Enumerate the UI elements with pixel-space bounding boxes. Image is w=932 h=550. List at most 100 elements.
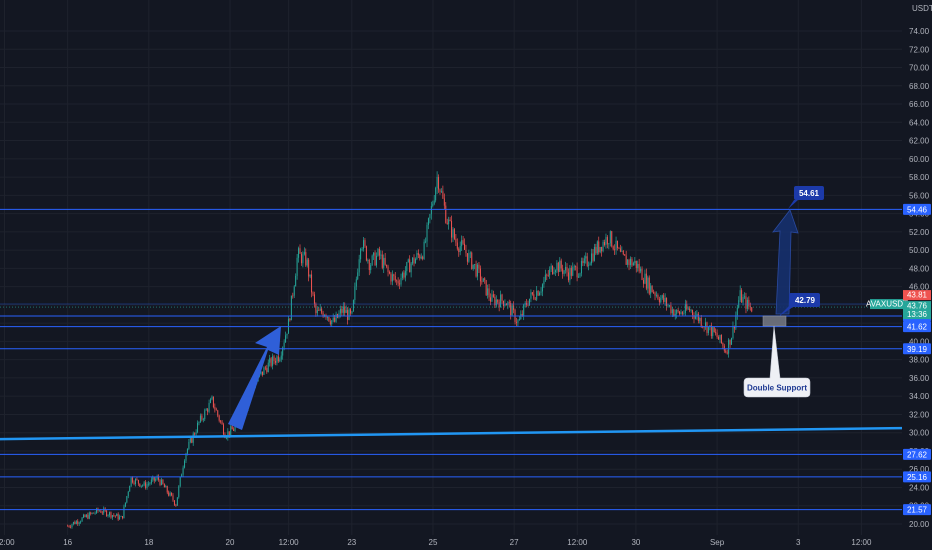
candle-body <box>644 273 646 284</box>
candle-body <box>350 309 352 314</box>
double-support-callout[interactable] <box>743 325 811 398</box>
y-tick-label: 66.00 <box>909 100 930 109</box>
candle-body <box>318 310 320 311</box>
candle-body <box>533 294 535 299</box>
candle-body <box>547 274 549 276</box>
candle-body <box>212 396 214 408</box>
candle-body <box>274 361 276 363</box>
candle-body <box>617 240 619 248</box>
candle-body <box>438 176 440 190</box>
candle-body <box>149 483 151 485</box>
candle-body <box>283 342 285 348</box>
candle-body <box>650 285 652 294</box>
annotation-callouts[interactable]: 54.61 42.79 Double Support <box>743 186 824 398</box>
candle-body <box>601 246 603 252</box>
candle-body <box>352 300 354 312</box>
y-tick-label: 58.00 <box>909 173 930 182</box>
support-callout-box[interactable] <box>778 293 820 317</box>
current-price-label: 43.76 <box>907 302 928 311</box>
candle-body <box>383 257 385 268</box>
candle-body <box>409 259 411 273</box>
candle-body <box>345 310 347 313</box>
candle-body <box>189 438 191 442</box>
candle-body <box>471 252 473 269</box>
candle-body <box>686 304 688 310</box>
candle-body <box>96 508 98 513</box>
candle-body <box>166 486 168 493</box>
candle-body <box>508 302 510 304</box>
candle-body <box>290 295 292 321</box>
support-zone-box[interactable] <box>762 315 787 327</box>
candle-body <box>381 254 383 268</box>
candle-body <box>748 299 750 307</box>
candle-body <box>70 526 72 528</box>
x-tick-label: Sep <box>710 538 725 547</box>
candle-body <box>341 309 343 313</box>
candle-body <box>634 260 636 264</box>
candle-body <box>482 278 484 282</box>
candle-body <box>176 497 178 506</box>
candle-body <box>705 322 707 328</box>
candle-body <box>479 268 481 282</box>
candle-body <box>733 325 735 329</box>
candle-body <box>429 214 431 219</box>
candle-body <box>419 255 421 259</box>
candle-body <box>622 250 624 255</box>
y-tick-label: 34.00 <box>909 392 930 401</box>
candle-body <box>550 265 552 270</box>
candle-body <box>599 246 601 253</box>
level-price-tag <box>903 343 931 355</box>
level-price-label: 54.46 <box>907 205 928 214</box>
candle-body <box>365 246 367 261</box>
candle-body <box>466 253 468 262</box>
candle-body <box>627 259 629 265</box>
candle-body <box>223 424 225 435</box>
candle-body <box>370 265 372 271</box>
support-resistance-levels[interactable] <box>0 208 902 511</box>
candle-body <box>713 326 715 333</box>
candle-body <box>625 255 627 265</box>
candle-body <box>277 356 279 362</box>
candle-body <box>109 512 111 516</box>
candle-body <box>163 484 165 488</box>
candle-body <box>192 433 194 443</box>
candle-body <box>116 513 118 517</box>
candle-body <box>655 294 657 296</box>
candle-body <box>91 512 93 514</box>
candle-body <box>182 467 184 475</box>
level-price-tag <box>903 203 931 215</box>
candle-body <box>416 253 418 259</box>
candle-body <box>300 253 302 264</box>
candle-body <box>520 313 522 320</box>
candle-body <box>642 279 644 284</box>
candle-body <box>663 295 665 302</box>
candle-body <box>651 285 653 293</box>
candle-body <box>440 191 442 193</box>
candle-body <box>556 262 558 271</box>
candle-body <box>401 272 403 278</box>
candle-body <box>495 299 497 306</box>
uptrend-line[interactable] <box>0 426 903 441</box>
candle-body <box>736 307 738 316</box>
y-tick-label: 52.00 <box>909 228 930 237</box>
candle-body <box>683 312 685 314</box>
candle-body <box>530 292 532 299</box>
target-callout-box[interactable] <box>788 186 824 209</box>
candle-body <box>270 358 272 366</box>
candle-body <box>611 231 613 247</box>
candle-body <box>386 264 388 267</box>
candle-body <box>537 290 539 296</box>
candle-body <box>605 237 607 245</box>
candle-body <box>517 320 519 323</box>
candle-body <box>742 297 744 303</box>
y-tick-label: 68.00 <box>909 82 930 91</box>
candle-body <box>184 460 186 468</box>
candle-body <box>560 260 562 269</box>
candle-body <box>142 485 144 487</box>
trendline[interactable] <box>0 426 903 441</box>
candle-body <box>693 315 695 319</box>
uptrend-arrow[interactable] <box>228 326 281 430</box>
level-price-tag <box>903 504 931 516</box>
candle-body <box>331 320 333 325</box>
